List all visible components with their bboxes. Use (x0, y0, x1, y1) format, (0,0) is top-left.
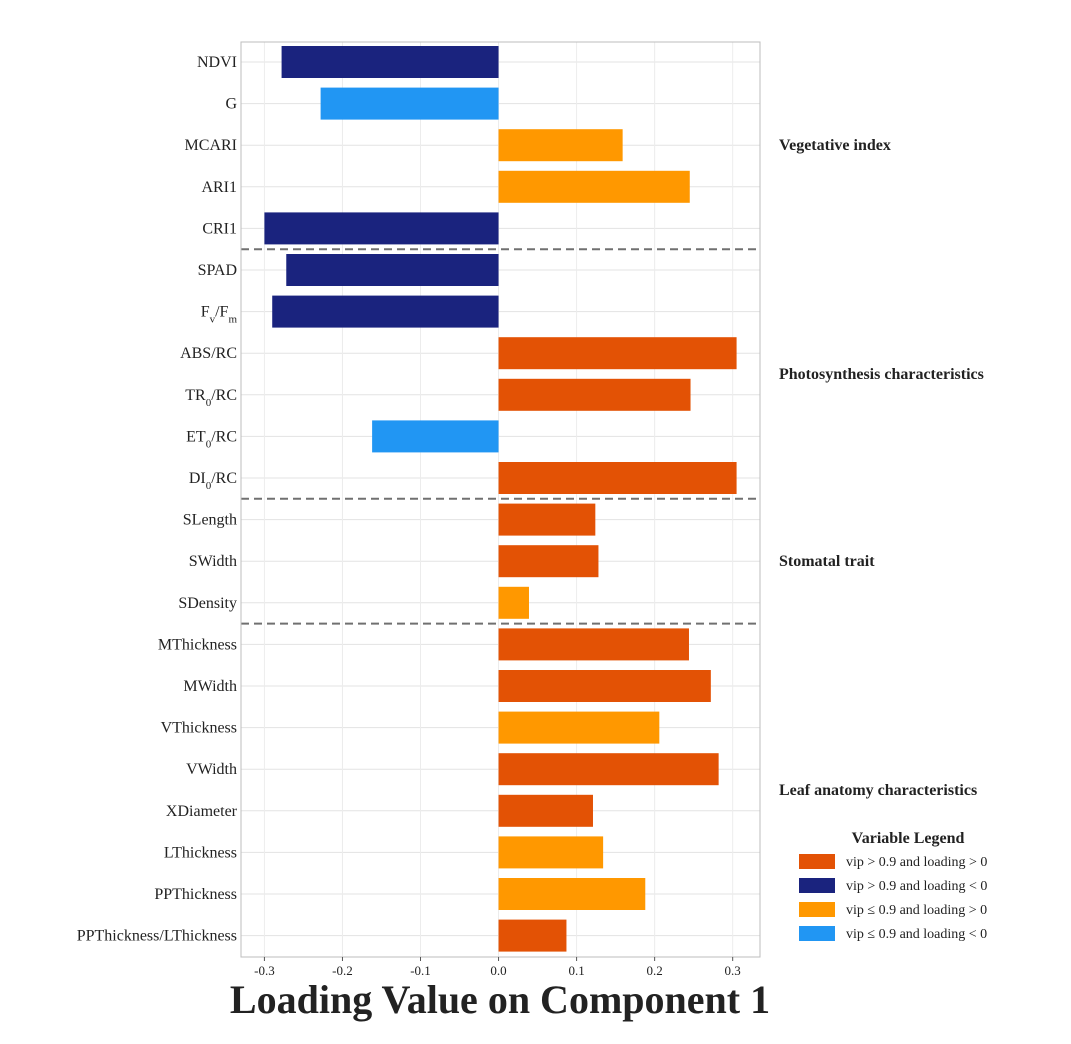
legend-swatch (799, 926, 835, 941)
category-label: SPAD (198, 262, 237, 279)
category-label: NDVI (197, 54, 237, 71)
group-labels: Vegetative index Photosynthesis character… (779, 137, 984, 799)
category-label: SDensity (178, 595, 237, 612)
legend-entry-label: vip > 0.9 and loading < 0 (846, 879, 987, 894)
bar-slength (498, 503, 596, 536)
bar-mthickness (498, 628, 689, 661)
category-label: MWidth (183, 678, 237, 695)
legend-entry-label: vip ≤ 0.9 and loading < 0 (846, 927, 987, 942)
category-label: TR0/RC (185, 387, 237, 409)
legend-entry-label: vip ≤ 0.9 and loading > 0 (846, 903, 987, 918)
x-tick-label: -0.1 (410, 963, 431, 978)
category-label: CRI1 (202, 220, 237, 237)
category-label: ABS/RC (180, 345, 237, 362)
bar-abs-rc (498, 337, 737, 370)
legend-swatch (799, 878, 835, 893)
group-label: Leaf anatomy characteristics (779, 782, 977, 799)
category-label: SWidth (189, 553, 237, 570)
category-label: ARI1 (201, 179, 237, 196)
bar-mwidth (498, 670, 711, 702)
category-label: DI0/RC (189, 470, 237, 492)
bar-fv-f (272, 295, 499, 328)
bar-cri1 (264, 212, 499, 245)
bar-di0-rc (498, 462, 737, 494)
bar-swidth (498, 545, 599, 578)
x-axis-label: Loading Value on Component 1 (230, 977, 770, 1022)
legend: Variable Legend vip > 0.9 and loading > 0… (799, 830, 987, 942)
x-tick-label: 0.3 (725, 963, 741, 978)
category-labels: NDVI G MCARI ARI1 CRI1 SPAD Fv/Fm ABS/RC TR0/RC E… (77, 54, 238, 945)
x-tick-label: -0.3 (254, 963, 275, 978)
bar-lthickness (498, 836, 604, 869)
group-label: Vegetative index (779, 137, 891, 154)
x-tick-labels: -0.3 -0.2 -0.1 0.0 0.1 0.2 0.3 (254, 957, 741, 978)
category-label: VWidth (186, 761, 237, 778)
category-label: PPThickness/LThickness (77, 928, 237, 945)
bar-xdiameter (498, 794, 593, 827)
category-label: PPThickness (154, 886, 237, 903)
category-label: XDiameter (166, 803, 238, 820)
group-label: Photosynthesis characteristics (779, 366, 984, 383)
category-label: MCARI (185, 137, 237, 154)
bar-ppthickness-lthickness (498, 919, 567, 952)
legend-title: Variable Legend (852, 830, 965, 847)
bar-ndvi (281, 46, 499, 78)
bar-vwidth (498, 753, 719, 786)
category-label: G (225, 96, 237, 113)
category-label: LThickness (164, 844, 237, 861)
x-tick-label: 0.1 (568, 963, 584, 978)
category-label: Fv/Fm (201, 304, 238, 326)
plot-panel-border (240, 41, 761, 958)
bar-vthickness (498, 711, 660, 744)
bars (264, 46, 737, 952)
category-label: ET0/RC (186, 428, 237, 450)
legend-swatch (799, 902, 835, 917)
category-label: MThickness (158, 636, 237, 653)
category-label: SLength (183, 512, 237, 529)
bar-sdensity (498, 586, 529, 619)
legend-swatch (799, 854, 835, 869)
group-label: Stomatal trait (779, 553, 875, 570)
bar-tr0-rc (498, 378, 691, 411)
x-tick-label: 0.0 (490, 963, 506, 978)
bar-ppthickness (498, 878, 646, 910)
legend-entry-label: vip > 0.9 and loading > 0 (846, 855, 987, 870)
category-label: VThickness (161, 720, 237, 737)
bar-spad (286, 254, 499, 286)
bar-ari1 (498, 170, 690, 203)
group-separators (241, 248, 760, 625)
bar-mcari (498, 129, 623, 162)
x-tick-label: -0.2 (332, 963, 353, 978)
bar-g (320, 87, 499, 120)
bar-et0-rc (372, 420, 499, 453)
x-tick-label: 0.2 (647, 963, 663, 978)
